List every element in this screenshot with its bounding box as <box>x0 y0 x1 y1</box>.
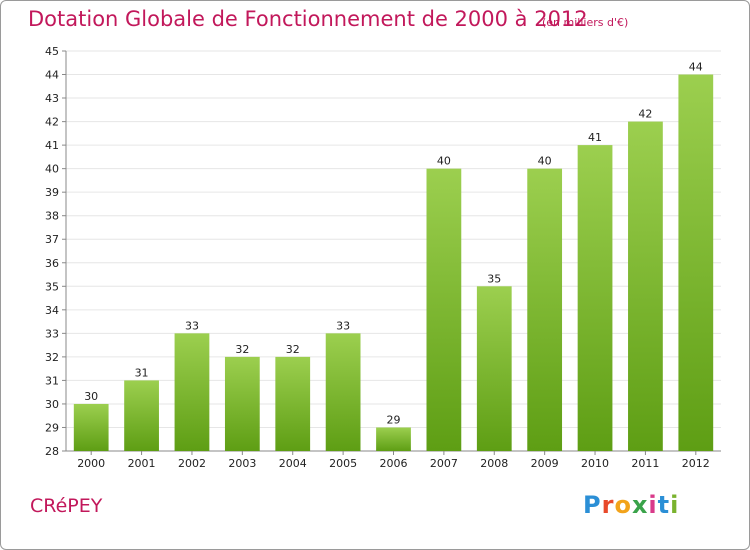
x-tick-label-2009: 2009 <box>531 457 559 470</box>
bar-2003 <box>224 356 260 451</box>
x-tick-label-2000: 2000 <box>77 457 105 470</box>
y-tick-label: 31 <box>45 374 59 387</box>
value-label-2005: 33 <box>336 319 350 332</box>
value-label-2009: 40 <box>538 155 552 168</box>
x-tick-label-2002: 2002 <box>178 457 206 470</box>
x-tick-label-2005: 2005 <box>329 457 357 470</box>
logo-letter: i <box>670 491 680 519</box>
y-tick-label: 40 <box>45 163 59 176</box>
chart-title: Dotation Globale de Fonctionnement de 20… <box>28 7 588 31</box>
logo-letter: x <box>631 491 649 519</box>
y-tick-label: 38 <box>45 210 59 223</box>
x-tick-label-2010: 2010 <box>581 457 609 470</box>
y-tick-label: 41 <box>45 139 59 152</box>
bar-2005 <box>325 333 361 451</box>
x-tick-label-2007: 2007 <box>430 457 458 470</box>
x-tick-label-2003: 2003 <box>228 457 256 470</box>
logo-letter: t <box>657 491 671 519</box>
y-tick-label: 42 <box>45 116 59 129</box>
y-tick-label: 33 <box>45 327 59 340</box>
bar-2007 <box>426 168 462 451</box>
bar-2001 <box>124 380 159 451</box>
proxiti-logo: Proxiti <box>583 491 679 519</box>
value-label-2004: 32 <box>286 343 300 356</box>
value-label-2012: 44 <box>689 61 703 74</box>
logo-letter: P <box>583 491 602 519</box>
x-tick-label-2004: 2004 <box>279 457 307 470</box>
bar-2010 <box>577 145 613 451</box>
y-tick-label: 39 <box>45 186 59 199</box>
bar-2009 <box>527 168 563 451</box>
value-label-2003: 32 <box>235 343 249 356</box>
commune-name: CRéPEY <box>30 495 103 517</box>
bar-2000 <box>73 403 109 451</box>
y-tick-label: 37 <box>45 233 59 246</box>
y-tick-label: 36 <box>45 257 59 270</box>
y-tick-label: 29 <box>45 421 59 434</box>
value-label-2001: 31 <box>135 366 149 379</box>
x-tick-label-2011: 2011 <box>631 457 659 470</box>
value-label-2007: 40 <box>437 155 451 168</box>
bar-2012 <box>678 74 714 451</box>
y-tick-label: 34 <box>45 304 59 317</box>
value-label-2011: 42 <box>638 108 652 121</box>
bar-2002 <box>174 333 210 451</box>
bars <box>73 74 714 452</box>
bar-2004 <box>275 356 311 451</box>
logo-letter: r <box>601 491 615 519</box>
value-label-2000: 30 <box>84 390 98 403</box>
y-tick-label: 30 <box>45 398 59 411</box>
value-label-2008: 35 <box>487 272 501 285</box>
y-tick-label: 32 <box>45 351 59 364</box>
x-tick-label-2012: 2012 <box>682 457 710 470</box>
y-tick-label: 35 <box>45 280 59 293</box>
bar-2006 <box>376 427 411 451</box>
x-tick-label-2008: 2008 <box>480 457 508 470</box>
y-tick-label: 28 <box>45 445 59 458</box>
logo-letter: i <box>648 491 658 519</box>
x-tick-label-2001: 2001 <box>128 457 156 470</box>
value-labels: 30 31 33 32 32 33 29 40 35 40 41 42 44 <box>84 61 703 427</box>
y-tick-label: 43 <box>45 92 59 105</box>
bar-2011 <box>628 121 663 452</box>
value-label-2002: 33 <box>185 319 199 332</box>
grid-lines <box>66 50 721 452</box>
x-tick-label-2006: 2006 <box>380 457 408 470</box>
y-tick-label: 45 <box>45 45 59 58</box>
bar-2008 <box>476 286 512 451</box>
y-tick-label: 44 <box>45 69 59 82</box>
chart-subtitle: (en milliers d'€) <box>542 16 629 29</box>
value-label-2006: 29 <box>387 413 401 426</box>
logo-letter: o <box>614 491 632 519</box>
value-label-2010: 41 <box>588 131 602 144</box>
